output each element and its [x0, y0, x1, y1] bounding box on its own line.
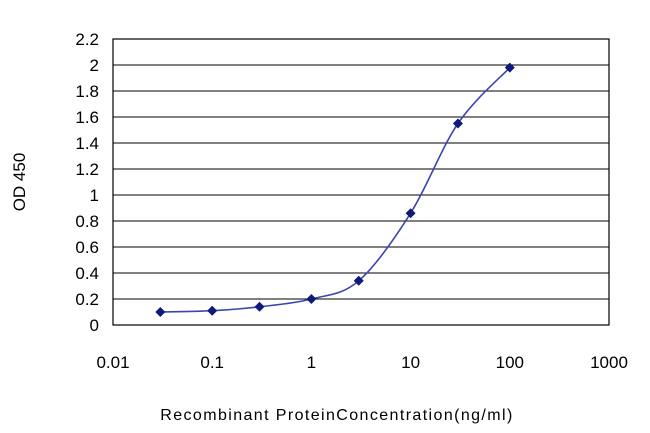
series	[155, 62, 515, 317]
data-point-marker	[452, 118, 463, 129]
x-tick-label: 10	[401, 353, 420, 372]
x-tick-label: 0.1	[200, 353, 224, 372]
data-point-marker	[155, 307, 166, 317]
y-tick-label: 0.8	[75, 212, 99, 231]
series-line	[160, 67, 511, 313]
y-tick-label: 2.2	[75, 30, 99, 49]
y-axis-title: OD 450	[10, 153, 29, 212]
x-tick-label: 0.01	[96, 353, 129, 372]
y-tick-label: 0.6	[75, 238, 99, 257]
y-tick-label: 1.4	[75, 134, 99, 153]
x-axis-title: Recombinant ProteinConcentration(ng/ml)	[160, 407, 513, 424]
data-point-marker	[254, 301, 265, 312]
plot-area	[112, 38, 610, 326]
y-axis-ticks: 0 0.2 0.4 0.6 0.8 1 1.2 1.4 1.6 1.8 2 2.2	[75, 30, 99, 335]
grid-lines	[113, 64, 609, 300]
x-tick-label: 1000	[590, 353, 628, 372]
x-axis-ticks: 0.01 0.1 1 10 100 1000	[96, 353, 627, 372]
y-tick-label: 0.4	[75, 264, 99, 283]
y-tick-label: 2	[90, 56, 99, 75]
y-tick-label: 1.8	[75, 82, 99, 101]
data-point-marker	[405, 208, 416, 219]
data-point-marker	[207, 305, 218, 316]
data-point-marker	[504, 62, 515, 73]
y-tick-label: 1	[90, 186, 99, 205]
data-point-marker	[353, 275, 364, 286]
y-tick-label: 0	[90, 316, 99, 335]
y-tick-label: 0.2	[75, 290, 99, 309]
y-tick-label: 1.6	[75, 108, 99, 127]
data-point-marker	[306, 294, 317, 304]
x-tick-label: 100	[496, 353, 524, 372]
y-tick-label: 1.2	[75, 160, 99, 179]
x-tick-label: 1	[307, 353, 316, 372]
